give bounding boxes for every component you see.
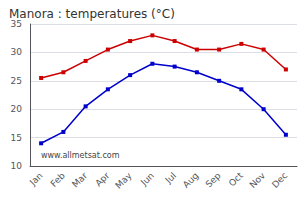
svg-text:Jul: Jul — [163, 170, 178, 185]
svg-text:Apr: Apr — [93, 170, 111, 188]
svg-text:Feb: Feb — [49, 170, 68, 189]
svg-text:Sep: Sep — [204, 170, 223, 189]
svg-text:Aug: Aug — [181, 170, 200, 189]
svg-text:25: 25 — [11, 76, 22, 86]
svg-text:Nov: Nov — [248, 170, 268, 190]
svg-text:Jun: Jun — [138, 170, 156, 188]
svg-text:35: 35 — [10, 19, 22, 29]
svg-text:Oct: Oct — [227, 170, 245, 188]
svg-text:Jan: Jan — [27, 170, 45, 188]
svg-text:Mar: Mar — [70, 170, 89, 189]
svg-text:15: 15 — [11, 133, 22, 143]
svg-text:20: 20 — [11, 104, 23, 114]
svg-text:10: 10 — [11, 161, 23, 171]
svg-text:May: May — [113, 170, 134, 191]
svg-text:Manora : temperatures (°C): Manora : temperatures (°C) — [9, 7, 175, 21]
svg-text:www.allmetsat.com: www.allmetsat.com — [41, 151, 120, 160]
svg-text:30: 30 — [11, 47, 23, 57]
svg-text:Dec: Dec — [270, 170, 289, 189]
